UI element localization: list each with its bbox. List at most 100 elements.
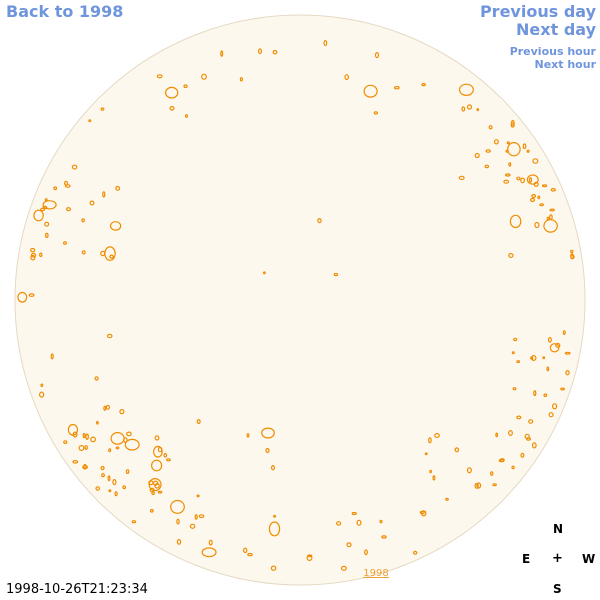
feature-contour — [122, 485, 127, 490]
feature-contour — [526, 149, 530, 153]
feature-contour — [125, 469, 130, 475]
feature-contour — [83, 464, 87, 469]
feature-contour — [445, 497, 449, 501]
feature-contour — [498, 458, 505, 463]
feature-contour — [374, 51, 380, 59]
feature-contour — [42, 200, 57, 210]
feature-contour — [458, 175, 465, 181]
feature-contour — [194, 514, 198, 520]
feature-contour — [474, 482, 479, 489]
feature-contour — [17, 291, 28, 303]
feature-contour — [82, 433, 86, 439]
feature-contour — [484, 164, 490, 169]
feature-contour — [466, 467, 472, 474]
feature-contour — [90, 436, 96, 443]
feature-contour — [530, 355, 537, 362]
feature-contour — [30, 254, 36, 261]
feature-contour — [508, 253, 514, 259]
feature-contour — [432, 475, 436, 481]
feature-contour — [208, 539, 213, 546]
feature-contour — [507, 141, 521, 157]
feature-contour — [531, 194, 537, 199]
feature-contour — [420, 510, 427, 517]
feature-contour — [64, 184, 71, 188]
feature-contour — [379, 519, 383, 524]
feature-contour — [428, 437, 432, 444]
feature-contour — [317, 218, 322, 224]
feature-contour — [307, 554, 313, 558]
feature-contour — [539, 203, 544, 207]
feature-contour — [511, 465, 515, 470]
feature-contour — [152, 445, 163, 458]
feature-contour — [62, 241, 67, 245]
feature-contour — [513, 337, 518, 342]
feature-contour — [38, 391, 45, 398]
year-link-label[interactable]: 1998 — [363, 568, 388, 579]
feature-contour — [78, 445, 85, 452]
feature-contour — [108, 489, 112, 493]
feature-contour — [81, 250, 86, 255]
feature-contour — [189, 523, 196, 529]
feature-contour — [88, 119, 92, 123]
feature-contour — [89, 200, 95, 206]
year-link[interactable]: 1998 — [363, 568, 388, 579]
feature-contour — [63, 440, 68, 445]
feature-contour — [549, 343, 560, 353]
feature-contour — [39, 252, 43, 258]
feature-contour — [547, 336, 552, 343]
feature-contour — [549, 214, 553, 221]
feature-contour — [131, 520, 137, 524]
feature-contour — [100, 466, 105, 471]
feature-contour — [529, 197, 536, 202]
feature-contour — [551, 403, 558, 410]
feature-contour — [476, 108, 480, 112]
feature-contour — [520, 177, 525, 184]
feature-contour — [65, 207, 71, 212]
feature-contour — [268, 521, 281, 537]
feature-contour — [488, 125, 493, 130]
feature-contour — [356, 519, 362, 526]
feature-contour — [562, 330, 566, 336]
feature-contour — [273, 514, 277, 518]
feature-contour — [109, 221, 122, 231]
feature-contour — [115, 185, 121, 191]
feature-contour — [170, 499, 185, 514]
previous-day-link[interactable]: Previous day — [479, 2, 596, 21]
feature-contour — [183, 84, 188, 89]
feature-contour — [503, 179, 510, 184]
next-hour-link[interactable]: Next hour — [534, 58, 597, 71]
feature-contour — [510, 122, 515, 128]
feature-contour — [506, 141, 510, 145]
feature-contour — [508, 162, 512, 167]
feature-contour — [176, 518, 180, 525]
feature-contour — [84, 445, 88, 450]
feature-contour — [114, 491, 118, 497]
feature-contour — [196, 494, 200, 498]
feature-contour — [201, 547, 217, 558]
feature-contour — [107, 475, 111, 482]
feature-contour — [548, 412, 554, 418]
feature-contour — [270, 565, 277, 571]
solar-disk — [14, 14, 586, 586]
feature-contour — [421, 82, 426, 87]
feature-contour — [196, 419, 201, 425]
feature-contour — [271, 465, 276, 471]
feature-contour — [258, 48, 263, 55]
feature-contour — [247, 552, 253, 557]
feature-contour — [429, 469, 433, 474]
feature-contour — [220, 50, 224, 57]
feature-contour — [44, 232, 49, 239]
feature-contour — [101, 473, 105, 478]
feature-contour — [109, 254, 114, 259]
feature-contour — [110, 432, 125, 445]
feature-contour — [105, 404, 111, 410]
feature-contour — [461, 106, 466, 112]
feature-contour — [493, 139, 499, 145]
next-day-link[interactable]: Next day — [516, 20, 596, 39]
feature-contour — [115, 446, 120, 450]
feature-contour — [555, 342, 561, 348]
previous-hour-link[interactable]: Previous hour — [509, 45, 596, 58]
feature-contour — [466, 104, 473, 110]
back-to-year-link[interactable]: Back to 1998 — [6, 2, 124, 21]
